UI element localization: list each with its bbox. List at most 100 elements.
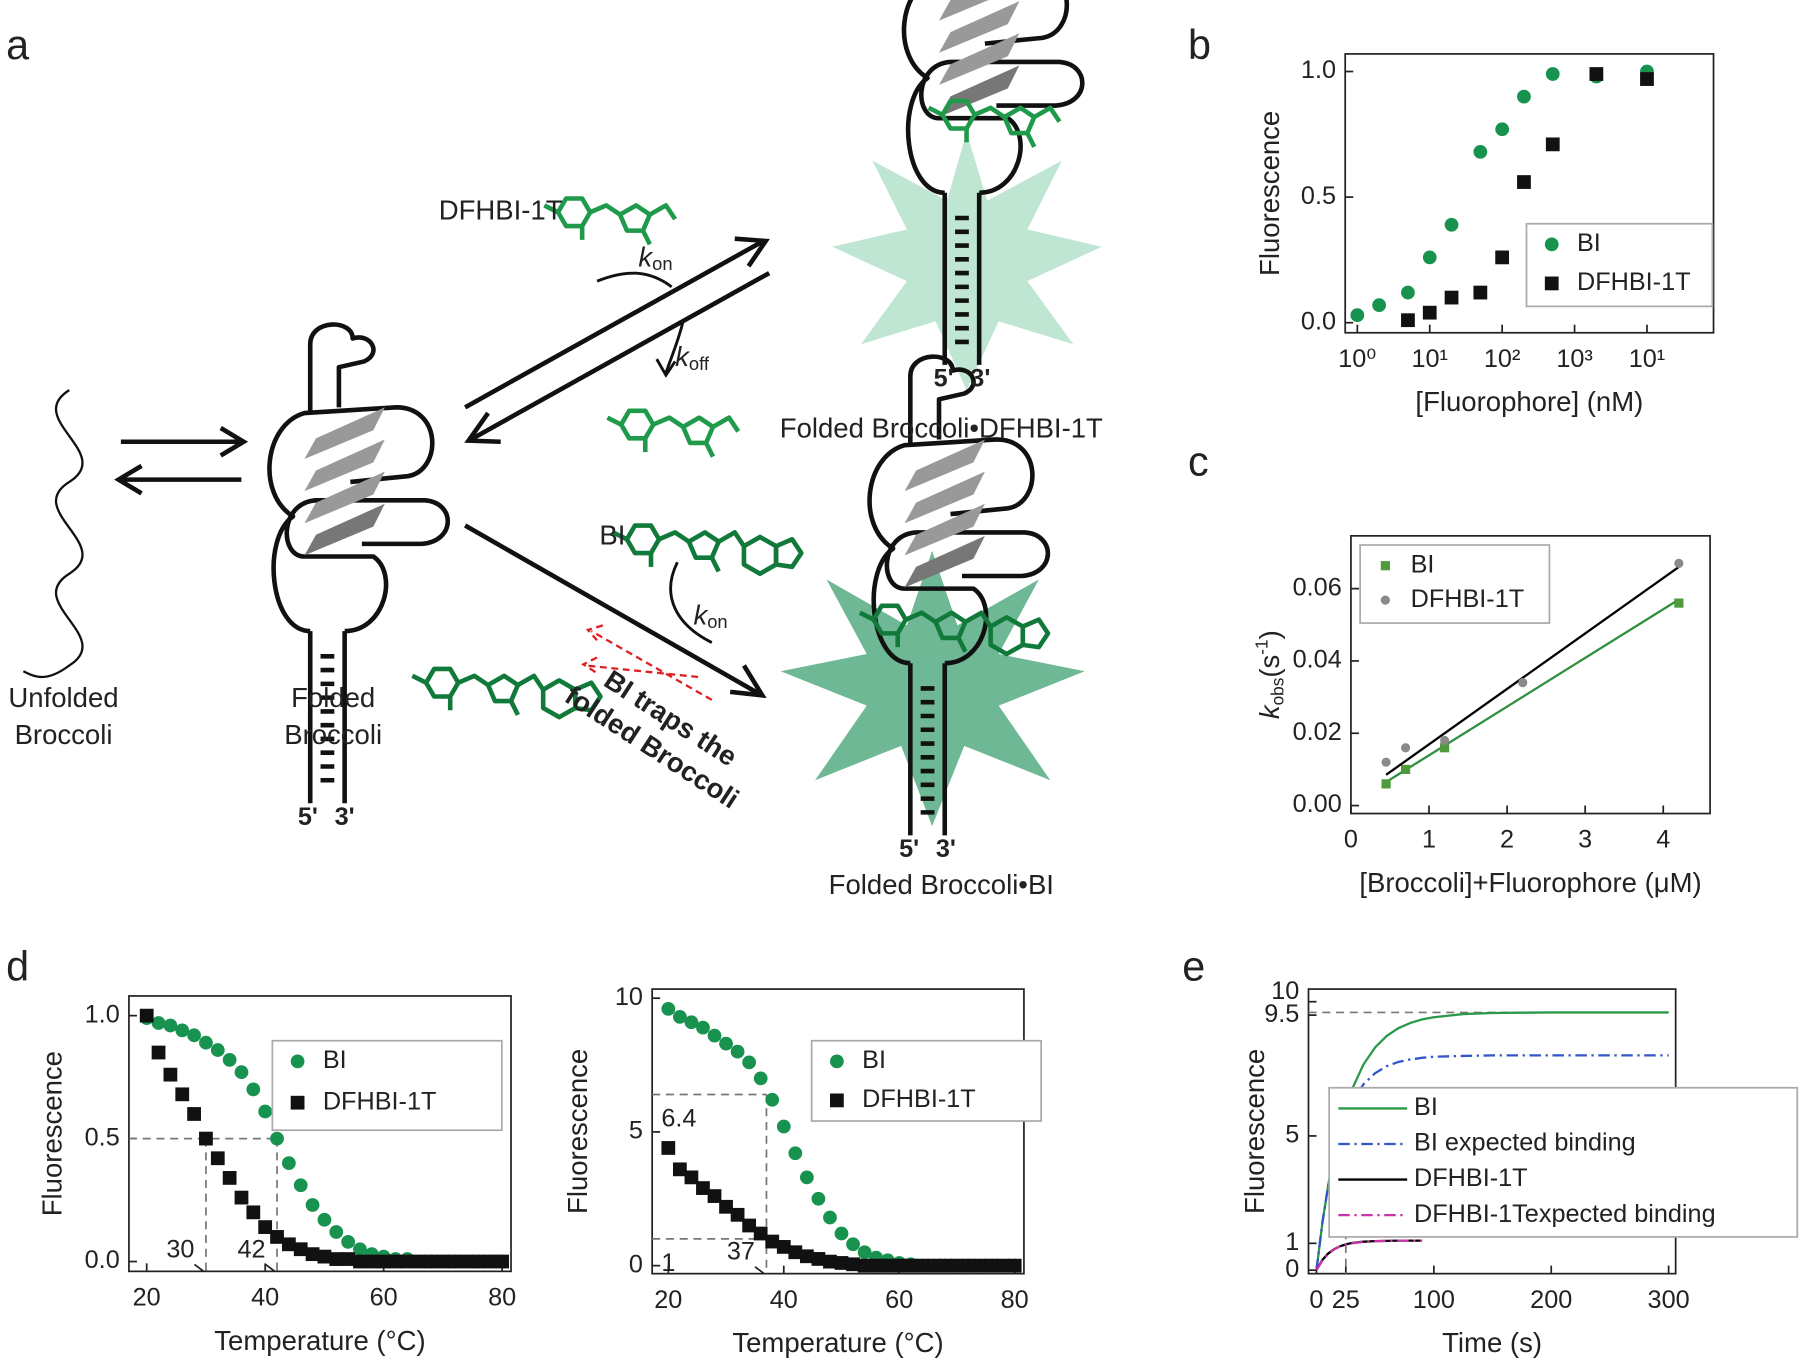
end-label: 5': [298, 803, 318, 831]
data-marker: [811, 1252, 826, 1266]
data-marker: [139, 1008, 154, 1023]
data-marker: [483, 1254, 498, 1269]
legend-label: DFHBI-1T: [323, 1087, 437, 1115]
y-tick-label: 0.5: [1301, 182, 1336, 210]
data-marker: [199, 1035, 213, 1050]
legend-swatch: [830, 1093, 844, 1108]
legend-swatch: [1380, 561, 1390, 571]
data-marker: [270, 1131, 284, 1146]
data-marker: [707, 1189, 722, 1203]
data-marker: [258, 1104, 273, 1119]
x-tick-label: 20: [133, 1284, 161, 1312]
data-marker: [742, 1218, 757, 1233]
guide-label: 37: [727, 1238, 755, 1266]
guide-label: 6.4: [661, 1104, 696, 1132]
y-tick-label: 0.06: [1293, 573, 1342, 601]
y-tick-label: 9.5: [1264, 1000, 1299, 1028]
data-marker: [707, 1028, 722, 1043]
data-marker: [892, 1258, 907, 1273]
data-marker: [1440, 735, 1450, 746]
data-marker: [1640, 72, 1654, 86]
legend-label: BI: [1577, 229, 1601, 257]
x-tick-label: 25: [1332, 1286, 1360, 1314]
data-marker: [258, 1220, 273, 1234]
data-marker: [364, 1254, 379, 1269]
legend-swatch: [1544, 276, 1559, 291]
state-label: Broccoli: [284, 719, 382, 750]
data-marker: [187, 1028, 201, 1043]
end-label: 5': [899, 835, 919, 863]
data-marker: [222, 1171, 237, 1185]
state-label: Unfolded: [8, 682, 118, 713]
x-tick-label: 10¹: [1412, 345, 1448, 373]
y-tick-label: 0.02: [1293, 718, 1342, 746]
data-marker: [696, 1020, 710, 1035]
y-tick-label: 0.00: [1293, 790, 1342, 818]
data-marker: [293, 1242, 308, 1257]
y-tick-label: 0: [1285, 1255, 1299, 1283]
data-marker: [672, 1010, 687, 1024]
legend-label: DFHBI-1T: [1414, 1164, 1528, 1192]
data-marker: [1401, 743, 1411, 753]
data-marker: [776, 1119, 791, 1134]
legend-label: BI expected binding: [1414, 1129, 1636, 1157]
data-marker: [317, 1212, 332, 1227]
legend-label: DFHBI-1Texpected binding: [1414, 1200, 1716, 1228]
data-marker: [996, 1258, 1011, 1273]
data-marker: [799, 1249, 814, 1264]
y-axis-label: kobs(s-1): [1251, 630, 1287, 719]
data-marker: [1495, 122, 1510, 137]
data-marker: [1545, 137, 1560, 152]
guide-pointer: [265, 1263, 276, 1273]
x-tick-label: 10³: [1556, 345, 1592, 373]
data-marker: [210, 1151, 225, 1166]
data-marker: [811, 1191, 826, 1206]
data-marker: [1440, 743, 1450, 753]
data-marker: [915, 1258, 930, 1273]
data-marker: [341, 1234, 355, 1249]
data-marker: [950, 1258, 964, 1273]
y-tick-label: 10: [615, 983, 643, 1011]
legend-box: [271, 1039, 503, 1132]
data-marker: [1401, 313, 1415, 328]
data-marker: [353, 1254, 367, 1269]
data-marker: [1401, 764, 1411, 775]
data-marker: [329, 1252, 344, 1266]
y-axis-label-part: -1: [1251, 639, 1271, 654]
data-marker: [210, 1043, 225, 1057]
state-label: Folded: [291, 682, 375, 713]
data-marker: [776, 1240, 791, 1254]
x-tick-label: 60: [370, 1284, 398, 1312]
x-axis-label: [Fluorophore] (nM): [1415, 386, 1643, 417]
data-marker: [175, 1023, 190, 1038]
molecule: [607, 411, 738, 457]
data-marker: [1007, 1258, 1022, 1273]
data-marker: [1401, 285, 1415, 300]
x-tick-label: 10¹: [1629, 345, 1665, 373]
x-tick-label: 60: [885, 1286, 913, 1314]
data-line: [1315, 1239, 1423, 1271]
data-marker: [684, 1015, 699, 1030]
molecule: [613, 526, 801, 574]
strand-ends: 5' 3' 5' 3' 5' 3': [298, 364, 990, 862]
x-tick-label: 40: [251, 1284, 279, 1312]
y-axis-label-part: obs: [1267, 678, 1287, 706]
data-marker: [151, 1016, 166, 1030]
legend-box: [1525, 222, 1714, 308]
x-axis-label: Time (s): [1442, 1327, 1542, 1358]
data-marker: [341, 1252, 355, 1266]
data-marker: [730, 1207, 745, 1222]
data-marker: [823, 1254, 837, 1269]
guide-pointer: [193, 1263, 205, 1273]
data-marker: [1517, 175, 1531, 189]
data-marker: [400, 1254, 415, 1269]
rate-label: koff: [675, 341, 710, 373]
data-marker: [696, 1181, 710, 1195]
y-tick-label: 1: [1285, 1228, 1299, 1256]
molecule: [544, 199, 675, 245]
data-marker: [765, 1092, 780, 1107]
guide-label: 1: [661, 1249, 675, 1277]
rate-label: kon: [638, 242, 672, 274]
equilibrium-arrows: [114, 236, 771, 699]
